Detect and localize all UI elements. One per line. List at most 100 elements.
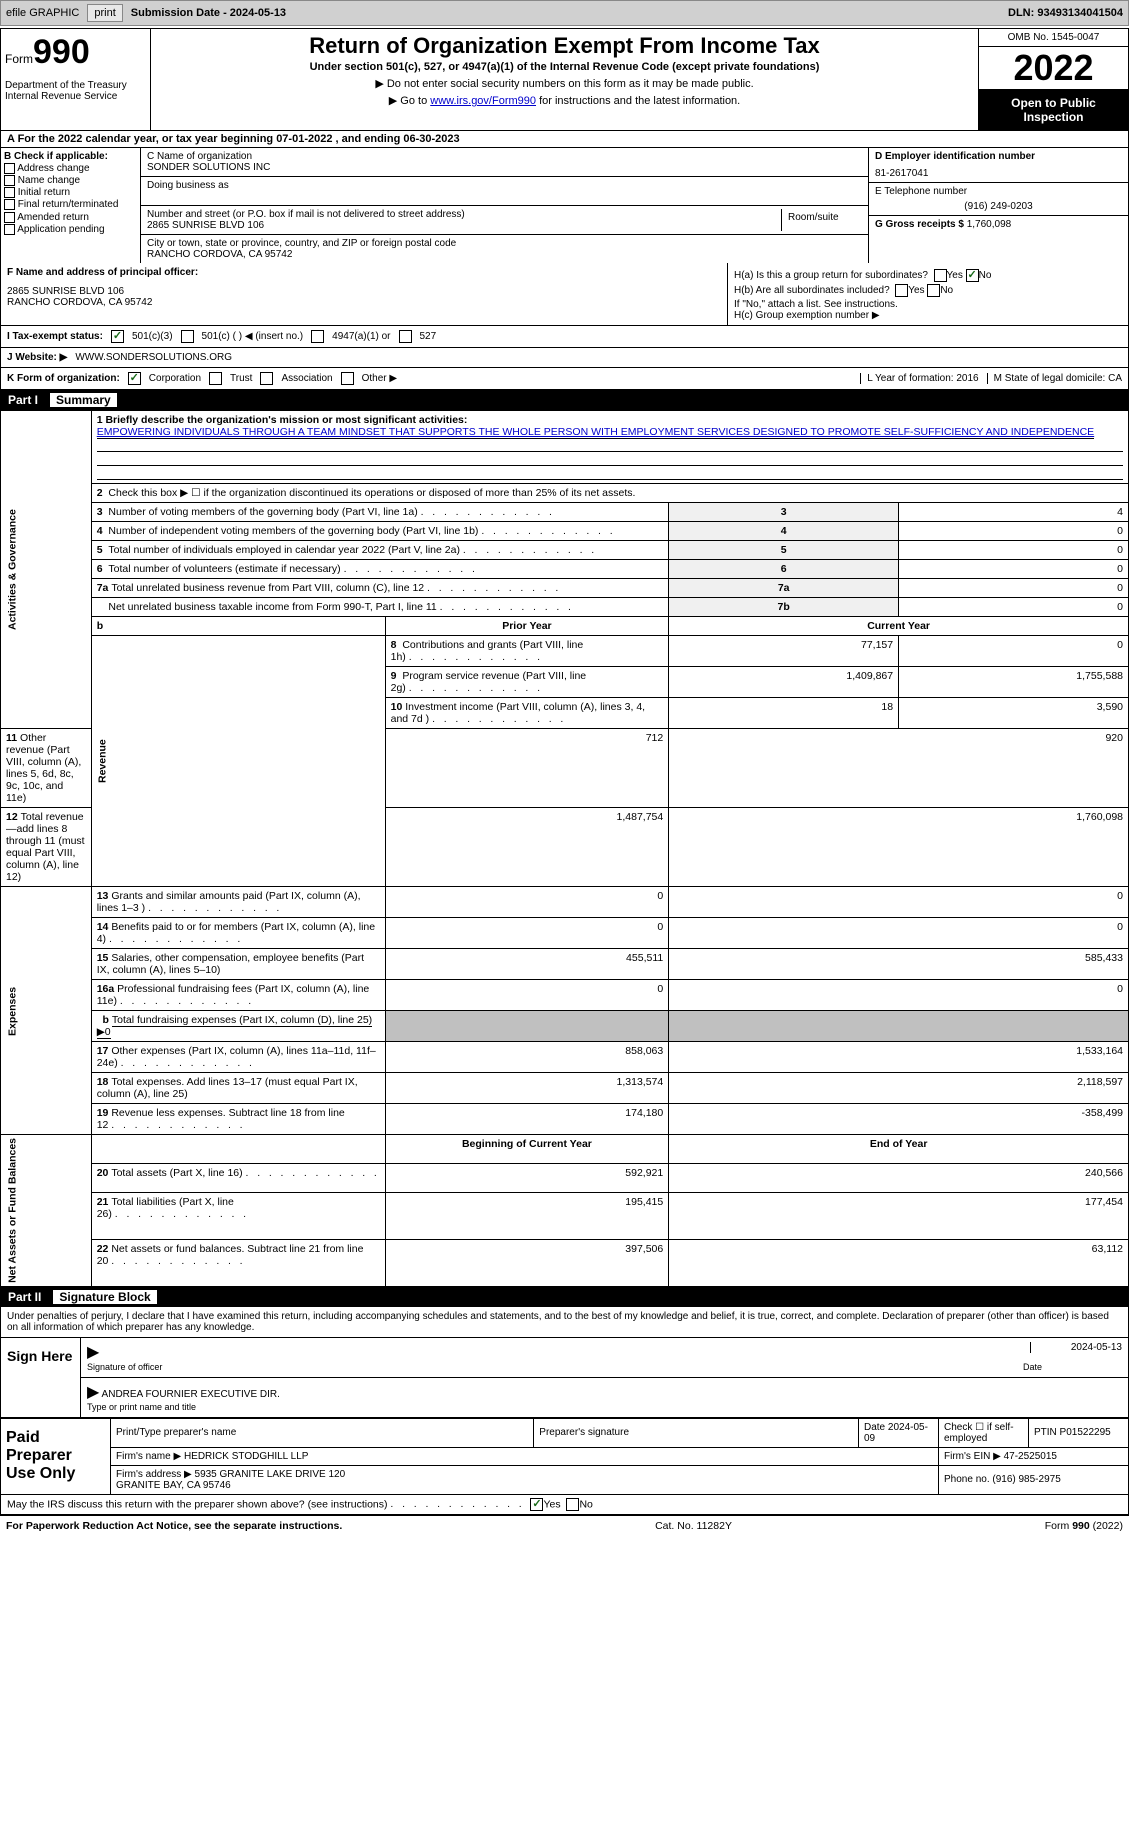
may-yes: Yes — [543, 1498, 560, 1510]
section-i: I Tax-exempt status: 501(c)(3) 501(c) ( … — [0, 326, 1129, 348]
part2-header: Part II Signature Block — [0, 1287, 1129, 1307]
part2-title: Signature Block — [53, 1290, 156, 1304]
form-subtitle: Under section 501(c), 527, or 4947(a)(1)… — [159, 61, 970, 73]
form-number-box: Form990 Department of the Treasury Inter… — [1, 29, 151, 130]
row-6: 6 Total number of volunteers (estimate i… — [1, 560, 1129, 579]
ha-label: H(a) Is this a group return for subordin… — [734, 270, 928, 281]
opt-amended: Amended return — [4, 212, 137, 223]
form-number: 990 — [33, 33, 90, 71]
vlabel-ag: Activities & Governance — [1, 411, 92, 729]
i-4947: 4947(a)(1) or — [332, 331, 390, 342]
opt-final: Final return/terminated — [4, 199, 137, 210]
row-4: 4 Number of independent voting members o… — [1, 522, 1129, 541]
vlabel-na: Net Assets or Fund Balances — [1, 1135, 92, 1287]
info-grid: B Check if applicable: Address change Na… — [0, 148, 1129, 263]
l-year: L Year of formation: 2016 — [860, 373, 978, 384]
name-label: C Name of organization — [147, 151, 862, 162]
ein-value: 81-2617041 — [875, 168, 1122, 179]
section-h: H(a) Is this a group return for subordin… — [728, 263, 1128, 325]
org-name-cell: C Name of organization SONDER SOLUTIONS … — [141, 148, 868, 177]
city-label: City or town, state or province, country… — [147, 238, 862, 249]
firm-ein: Firm's EIN ▶ 47-2525015 — [939, 1447, 1129, 1465]
print-button[interactable]: print — [87, 4, 122, 22]
row-5: 5 Total number of individuals employed i… — [1, 541, 1129, 560]
i-501c: 501(c) ( ) ◀ (insert no.) — [202, 331, 304, 342]
section-f: F Name and address of principal officer:… — [1, 263, 728, 325]
summary-table: Activities & Governance 1 Briefly descri… — [0, 410, 1129, 1287]
k-trust: Trust — [230, 373, 252, 384]
header-right: OMB No. 1545-0047 2022 Open to Public In… — [978, 29, 1128, 130]
gross-value: 1,760,098 — [967, 219, 1012, 230]
gross-label: G Gross receipts $ — [875, 219, 964, 230]
opt-name: Name change — [4, 175, 137, 186]
k-other: Other ▶ — [362, 373, 397, 384]
line2: 2 Check this box ▶ ☐ if the organization… — [91, 484, 1128, 503]
ha-yes: Yes — [947, 270, 963, 281]
dept-label: Department of the Treasury Internal Reve… — [5, 80, 146, 102]
dba-label: Doing business as — [147, 180, 862, 191]
form-word: Form — [5, 52, 33, 66]
j-label: J Website: ▶ — [7, 352, 67, 363]
vlabel-exp: Expenses — [1, 887, 92, 1135]
signature-block: Under penalties of perjury, I declare th… — [0, 1307, 1129, 1418]
open-inspection: Open to Public Inspection — [979, 90, 1128, 130]
prep-label: Paid Preparer Use Only — [1, 1418, 111, 1494]
street-address: 2865 SUNRISE BLVD 106 — [147, 220, 781, 231]
dln: DLN: 93493134041504 — [1008, 7, 1123, 19]
topbar: efile GRAPHIC print Submission Date - 20… — [0, 0, 1129, 26]
section-b: B Check if applicable: Address change Na… — [1, 148, 141, 263]
opt-pending: Application pending — [4, 224, 137, 235]
sign-here-label: Sign Here — [1, 1338, 81, 1417]
officer-addr1: 2865 SUNRISE BLVD 106 — [7, 286, 721, 297]
firm-phone: Phone no. (916) 985-2975 — [939, 1465, 1129, 1494]
submission-date: Submission Date - 2024-05-13 — [131, 7, 286, 19]
sig-officer-line: ▶ 2024-05-13 Signature of officer Date — [81, 1338, 1128, 1378]
hb-yes: Yes — [908, 285, 924, 296]
officer-name: ANDREA FOURNIER EXECUTIVE DIR. — [102, 1389, 280, 1400]
header-center: Return of Organization Exempt From Incom… — [151, 29, 978, 130]
part1-header: Part I Summary — [0, 390, 1129, 410]
website-value: WWW.SONDERSOLUTIONS.ORG — [75, 352, 232, 363]
i-501c3: 501(c)(3) — [132, 331, 173, 342]
mission-text: EMPOWERING INDIVIDUALS THROUGH A TEAM MI… — [97, 426, 1094, 439]
may-irs-text: May the IRS discuss this return with the… — [7, 1498, 522, 1510]
ein-cell: D Employer identification number 81-2617… — [869, 148, 1128, 183]
row-7b: Net unrelated business taxable income fr… — [1, 598, 1129, 617]
prep-self-emp: Check ☐ if self-employed — [939, 1418, 1029, 1447]
prep-ptin: PTIN P01522295 — [1029, 1418, 1129, 1447]
gross-cell: G Gross receipts $ 1,760,098 — [869, 216, 1128, 233]
note-2: ▶ Go to www.irs.gov/Form990 for instruct… — [159, 94, 970, 107]
hb-note: If "No," attach a list. See instructions… — [734, 299, 1122, 310]
ha-no: No — [979, 270, 992, 281]
omb-number: OMB No. 1545-0047 — [979, 29, 1128, 47]
part1-num: Part I — [8, 393, 38, 407]
l1-label: 1 Briefly describe the organization's mi… — [97, 414, 468, 426]
page-footer: For Paperwork Reduction Act Notice, see … — [0, 1515, 1129, 1536]
hdr-b: bPrior YearCurrent Year — [1, 617, 1129, 636]
note-1: ▶ Do not enter social security numbers o… — [159, 77, 970, 90]
row-7a: 7a Total unrelated business revenue from… — [1, 579, 1129, 598]
form-title: Return of Organization Exempt From Incom… — [159, 33, 970, 59]
footer-mid: Cat. No. 11282Y — [655, 1520, 732, 1532]
prep-sig-hdr: Preparer's signature — [534, 1418, 859, 1447]
fgh-row: F Name and address of principal officer:… — [0, 263, 1129, 326]
opt-initial: Initial return — [4, 187, 137, 198]
sig-officer-label: Signature of officer — [87, 1362, 162, 1372]
hc-label: H(c) Group exemption number ▶ — [734, 310, 1122, 321]
officer-addr2: RANCHO CORDOVA, CA 95742 — [7, 297, 721, 308]
irs-link[interactable]: www.irs.gov/Form990 — [430, 95, 536, 107]
may-irs-row: May the IRS discuss this return with the… — [0, 1495, 1129, 1515]
form-header: Form990 Department of the Treasury Inter… — [0, 28, 1129, 131]
city-state-zip: RANCHO CORDOVA, CA 95742 — [147, 249, 862, 260]
room-label: Room/suite — [782, 209, 862, 231]
k-label: K Form of organization: — [7, 373, 120, 384]
k-assoc: Association — [281, 373, 332, 384]
addr-label: Number and street (or P.O. box if mail i… — [147, 209, 781, 220]
declaration-text: Under penalties of perjury, I declare th… — [1, 1307, 1128, 1338]
part1-title: Summary — [50, 393, 117, 407]
section-d: D Employer identification number 81-2617… — [868, 148, 1128, 263]
footer-left: For Paperwork Reduction Act Notice, see … — [6, 1520, 342, 1532]
sig-date: 2024-05-13 — [1030, 1342, 1122, 1353]
vlabel-rev: Revenue — [91, 636, 385, 887]
line1-cell: 1 Briefly describe the organization's mi… — [91, 411, 1128, 484]
